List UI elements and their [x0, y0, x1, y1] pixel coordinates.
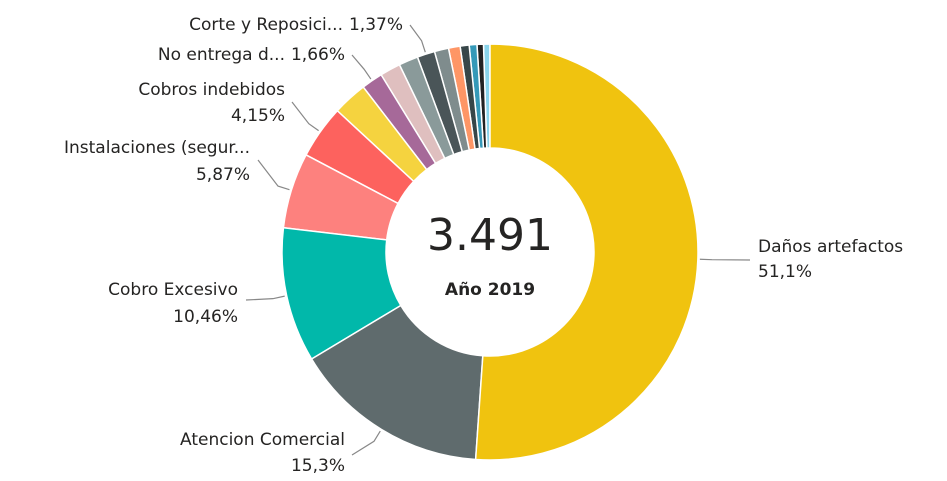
- center-value: 3.491: [427, 210, 553, 261]
- donut-slice: [336, 86, 428, 183]
- leader-line: [351, 54, 372, 80]
- leader-line: [245, 295, 285, 301]
- leader-line: [409, 24, 426, 53]
- slice-value-label: 1,66%: [291, 45, 345, 65]
- slice-value-label: 15,3%: [291, 456, 345, 476]
- center-subtitle: Año 2019: [445, 280, 535, 300]
- donut-slice: [281, 226, 402, 361]
- donut-slice: [380, 63, 446, 165]
- donut-slice: [398, 56, 455, 160]
- slice-label: Cobro Excesivo: [108, 280, 238, 300]
- slice-value-label: 5,87%: [196, 165, 250, 185]
- slice-label: Daños artefactos: [758, 237, 903, 257]
- leader-line: [351, 430, 381, 456]
- leader-line: [291, 101, 319, 132]
- donut-slice: [362, 73, 437, 171]
- slice-label: Instalaciones (segur...: [64, 138, 250, 158]
- slice-label: Atencion Comercial: [180, 430, 345, 450]
- slice-label: No entrega d...: [158, 45, 285, 65]
- leader-line: [257, 159, 290, 191]
- donut-slice: [474, 43, 699, 461]
- slice-value-label: 51,1%: [758, 262, 812, 282]
- donut-slice: [310, 304, 484, 461]
- slice-value-label: 10,46%: [173, 307, 238, 327]
- donut-slice: [305, 109, 415, 205]
- leader-line: [699, 258, 751, 261]
- slice-label: Corte y Reposici...: [189, 15, 343, 35]
- slice-value-label: 1,37%: [349, 15, 403, 35]
- slice-value-label: 4,15%: [231, 106, 285, 126]
- slice-label: Cobros indebidos: [138, 80, 285, 100]
- donut-slice: [416, 50, 464, 156]
- donut-slice: [282, 153, 400, 241]
